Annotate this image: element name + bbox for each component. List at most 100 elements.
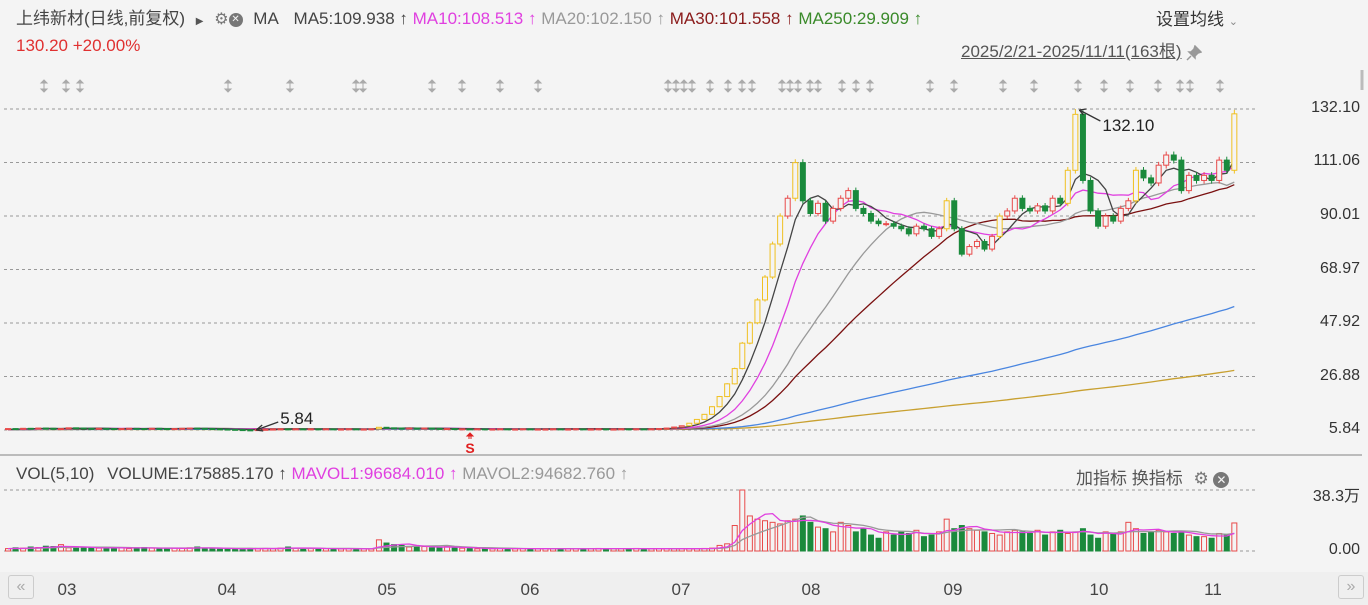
candle-body [375, 426, 382, 430]
volume-bar [920, 536, 927, 552]
candle-body [663, 427, 670, 430]
volume-bar [1072, 531, 1079, 552]
candle-body [1185, 174, 1192, 192]
event-marker-icon [1175, 79, 1185, 93]
event-marker-icon [457, 79, 467, 93]
ma-label: MA [253, 9, 279, 28]
month-label: 11 [1204, 580, 1222, 599]
event-marker-icon [1125, 79, 1135, 93]
candle-body [905, 228, 912, 235]
candle-body [565, 428, 572, 431]
event-marker-icon [358, 79, 368, 93]
candle-body [943, 200, 950, 230]
volume-bar [413, 546, 420, 552]
volume-bar [814, 526, 821, 552]
candle-body [1079, 113, 1086, 181]
volume-bar [867, 534, 874, 552]
candle-body [1110, 215, 1117, 222]
candle-body [610, 428, 617, 431]
volume-axis-zero: 0.00 [1328, 541, 1360, 558]
volume-bar [209, 547, 216, 552]
candle-body [936, 228, 943, 237]
chevron-down-icon: ⌄ [1228, 16, 1238, 28]
high-arrow [1079, 109, 1101, 122]
mavol2-arrow: ↑ [619, 464, 629, 483]
time-axis-bg [0, 572, 1368, 605]
candle-body [656, 428, 663, 431]
candle-body [633, 428, 640, 431]
price-change: +20.00% [72, 36, 141, 55]
volume-bar [943, 518, 950, 552]
volume-bar [216, 548, 223, 552]
candle-body [1102, 215, 1109, 227]
candle-body [292, 428, 299, 431]
mavol1-line [7, 512, 1235, 550]
volume-bar [746, 515, 753, 552]
volume-bar [88, 547, 95, 552]
mavol1-value: MAVOL1:96684.010 [291, 464, 445, 483]
candle-body [640, 428, 647, 431]
event-marker-icon [777, 79, 787, 93]
gear-icon[interactable]: ⚙ [1193, 469, 1209, 488]
candle-body [20, 427, 27, 430]
volume-bar [973, 529, 980, 552]
event-marker-icon [723, 79, 733, 93]
vol-label[interactable]: VOL(5,10) [16, 464, 95, 483]
candle-body [527, 428, 534, 431]
stock-title[interactable]: 上纬新材(日线,前复权) [16, 9, 186, 28]
volume-bar [1132, 528, 1139, 552]
volume-bar [1140, 532, 1147, 552]
candle-body [1148, 177, 1155, 184]
candles [5, 109, 1238, 432]
candle-body [512, 428, 519, 431]
volume-bar [739, 489, 746, 552]
candle-body [671, 426, 678, 429]
volume-bar [1170, 532, 1177, 552]
candle-body [133, 427, 140, 430]
event-marker-icon [39, 79, 49, 93]
event-marker-icon [285, 79, 295, 93]
candle-body [504, 428, 511, 431]
event-marker-icon [679, 79, 689, 93]
volume-bar [1095, 537, 1102, 552]
candle-body [709, 406, 716, 415]
candle-body [1216, 159, 1223, 181]
candle-body [421, 427, 428, 430]
volume-bar [958, 525, 965, 552]
date-range[interactable]: 2025/2/21-2025/11/11(163根) [961, 42, 1182, 61]
candle-body [1208, 174, 1215, 181]
scroll-right-button[interactable]: » [1338, 575, 1364, 599]
volume-bar [883, 531, 890, 552]
candle-body [285, 428, 292, 431]
candle-body [1140, 169, 1147, 179]
volume-bar [966, 528, 973, 552]
volume-bar [913, 529, 920, 552]
candle-body [746, 322, 753, 344]
candle-body [1049, 197, 1056, 212]
price-tick-label: 90.01 [1319, 206, 1360, 223]
volume-bar [936, 531, 943, 552]
set-ma-dropdown[interactable]: 设置均线 ⌄ [1156, 5, 1238, 30]
close-icon[interactable]: ✕ [1213, 471, 1230, 488]
volume-bar [156, 548, 163, 552]
volume-bar [1148, 531, 1155, 552]
candle-body [557, 428, 564, 431]
annotations: 132.10 5.84 S [255, 108, 1154, 456]
volume-value: VOLUME:175885.170 [107, 464, 274, 483]
volume-bar [1049, 531, 1056, 552]
volume-bar [875, 537, 882, 552]
volume-axis-max: 38.3万 [1312, 488, 1360, 505]
scroll-left-button[interactable]: « [8, 575, 34, 599]
add-indicator-button[interactable]: 加指标 [1076, 469, 1127, 488]
volume-bar [928, 534, 935, 552]
gear-icon[interactable]: ⚙ [214, 11, 229, 28]
switch-indicator-button[interactable]: 换指标 [1131, 469, 1183, 488]
expand-triangle-icon[interactable]: ▶ [195, 16, 204, 27]
candle-body [1223, 159, 1230, 171]
price-tick-label: 47.92 [1319, 313, 1360, 331]
pin-icon[interactable] [1186, 44, 1203, 61]
candle-body [981, 240, 988, 250]
candle-body [1170, 154, 1177, 161]
close-icon[interactable]: ✕ [228, 12, 243, 27]
